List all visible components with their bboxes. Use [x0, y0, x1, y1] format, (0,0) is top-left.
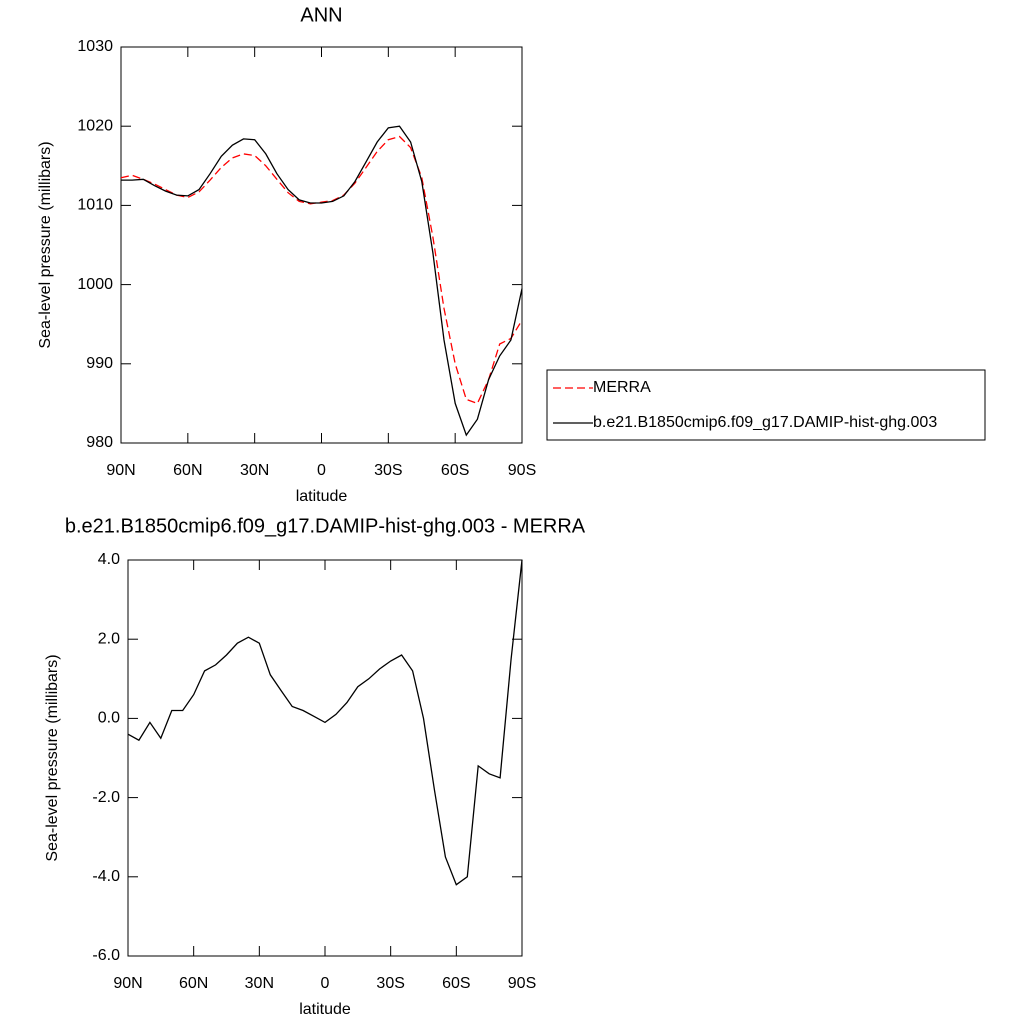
y-tick-label: 990 [86, 355, 113, 372]
y-tick-label: 2.0 [98, 630, 120, 647]
x-tick-label: 30N [240, 462, 269, 479]
x-tick-label: 60S [442, 975, 470, 992]
data-line [120, 135, 523, 405]
x-tick-label: 0 [317, 462, 326, 479]
data-line [121, 125, 523, 437]
x-axis-label: latitude [299, 1001, 351, 1018]
y-tick-label: -6.0 [92, 947, 120, 964]
y-tick-label: 1030 [77, 38, 113, 55]
legend-label: b.e21.B1850cmip6.f09_g17.DAMIP-hist-ghg.… [593, 414, 937, 431]
x-tick-label: 30S [376, 975, 404, 992]
legend-label: MERRA [593, 379, 651, 396]
y-tick-label: 0.0 [98, 710, 120, 727]
x-tick-label: 60N [179, 975, 208, 992]
x-axis-label: latitude [296, 488, 348, 505]
y-axis-label: Sea-level pressure (millibars) [44, 654, 61, 861]
y-tick-label: -4.0 [92, 868, 120, 885]
y-tick-label: -2.0 [92, 789, 120, 806]
x-tick-label: 30S [374, 462, 402, 479]
x-tick-label: 60S [441, 462, 469, 479]
plot-frame [127, 559, 523, 957]
chart-title: ANN [300, 4, 342, 26]
y-tick-label: 4.0 [98, 551, 120, 568]
y-tick-label: 980 [86, 434, 113, 451]
x-tick-label: 0 [321, 975, 330, 992]
x-tick-label: 90N [106, 462, 135, 479]
chart-title: b.e21.B1850cmip6.f09_g17.DAMIP-hist-ghg.… [65, 515, 586, 537]
y-tick-label: 1010 [77, 197, 113, 214]
x-tick-label: 60N [173, 462, 202, 479]
x-tick-label: 90N [113, 975, 142, 992]
data-line [127, 559, 523, 886]
x-tick-label: 90S [508, 975, 536, 992]
x-tick-label: 90S [508, 462, 536, 479]
y-axis-label: Sea-level pressure (millibars) [37, 141, 54, 348]
y-tick-label: 1000 [77, 276, 113, 293]
y-tick-label: 1020 [77, 117, 113, 134]
x-tick-label: 30N [245, 975, 274, 992]
legend-box [546, 369, 986, 441]
